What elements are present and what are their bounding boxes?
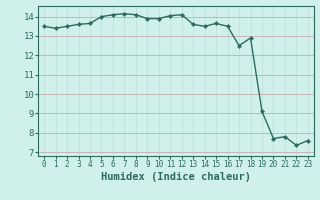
X-axis label: Humidex (Indice chaleur): Humidex (Indice chaleur) [101,172,251,182]
